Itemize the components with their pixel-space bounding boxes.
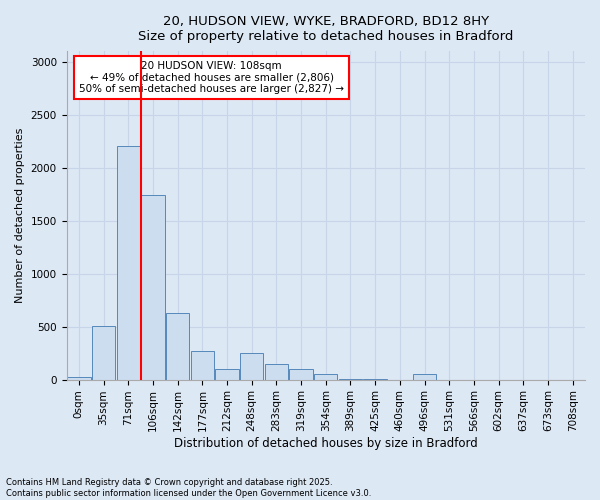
Bar xyxy=(141,195,164,380)
Bar xyxy=(314,374,337,380)
Bar xyxy=(413,374,436,380)
Bar xyxy=(92,326,115,380)
X-axis label: Distribution of detached houses by size in Bradford: Distribution of detached houses by size … xyxy=(174,437,478,450)
Bar xyxy=(265,364,288,380)
Text: Contains HM Land Registry data © Crown copyright and database right 2025.
Contai: Contains HM Land Registry data © Crown c… xyxy=(6,478,371,498)
Bar xyxy=(215,369,239,380)
Bar xyxy=(191,351,214,380)
Bar xyxy=(166,313,190,380)
Y-axis label: Number of detached properties: Number of detached properties xyxy=(15,128,25,303)
Title: 20, HUDSON VIEW, WYKE, BRADFORD, BD12 8HY
Size of property relative to detached : 20, HUDSON VIEW, WYKE, BRADFORD, BD12 8H… xyxy=(138,15,514,43)
Bar xyxy=(67,378,91,380)
Bar xyxy=(339,378,362,380)
Bar xyxy=(289,369,313,380)
Bar xyxy=(240,353,263,380)
Bar xyxy=(364,379,387,380)
Text: 20 HUDSON VIEW: 108sqm
← 49% of detached houses are smaller (2,806)
50% of semi-: 20 HUDSON VIEW: 108sqm ← 49% of detached… xyxy=(79,61,344,94)
Bar xyxy=(116,146,140,380)
